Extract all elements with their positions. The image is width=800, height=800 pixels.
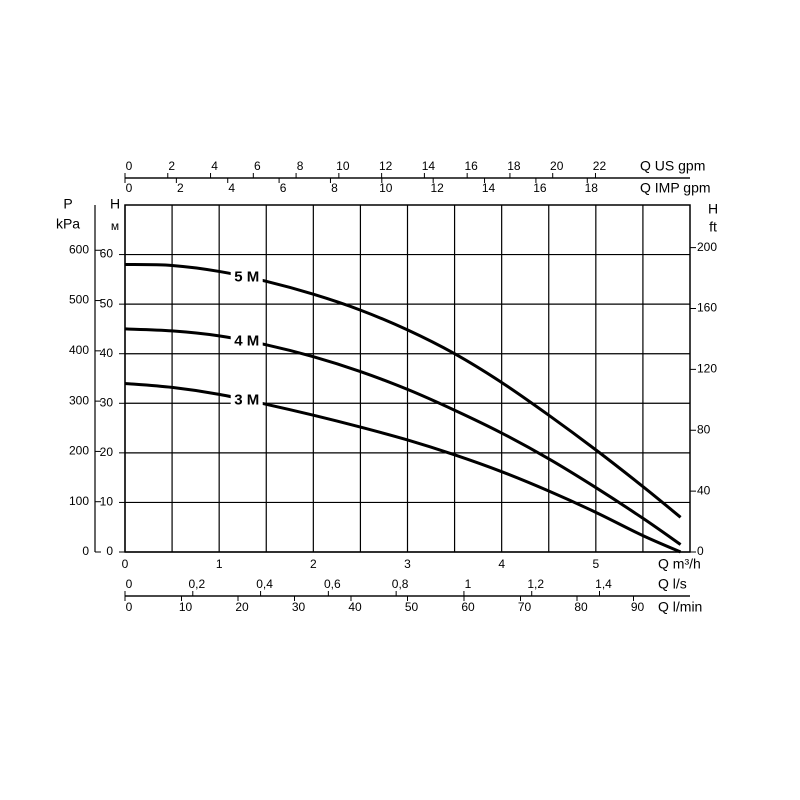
axis-tick-label: 90	[631, 600, 645, 614]
axis-label: Q l/min	[658, 599, 702, 615]
axis-tick-label: 8	[297, 159, 304, 173]
axis-tick-label: 1	[465, 577, 472, 591]
axis-tick-label: 2	[177, 181, 184, 195]
axis-tick-label: 40	[348, 600, 362, 614]
curve-label: 3 M	[234, 391, 259, 408]
y-tick-label: 30	[100, 395, 114, 409]
axis-tick-label: 14	[422, 159, 436, 173]
axis-tick-label: 16	[533, 181, 547, 195]
axis-label: Q IMP gpm	[640, 180, 711, 196]
axis-tick-label: 70	[518, 600, 532, 614]
axis-unit: ft	[709, 219, 717, 235]
axis-tick-label: 22	[593, 159, 607, 173]
x-tick-label: 2	[310, 557, 317, 571]
axis-tick-label: 12	[379, 159, 393, 173]
axis-tick-label: 0	[126, 181, 133, 195]
axis-tick-label: 300	[69, 393, 89, 407]
axis-tick-label: 0,6	[324, 577, 341, 591]
y-axis-unit: м	[111, 219, 119, 233]
axis-tick-label: 0,4	[256, 577, 273, 591]
curve-label-bg	[230, 267, 263, 288]
y-tick-label: 50	[100, 296, 114, 310]
y-tick-label: 40	[100, 346, 114, 360]
curve-label: 4 M	[234, 332, 259, 349]
axis-tick-label: 2	[168, 159, 175, 173]
axis-tick-label: 0	[126, 159, 133, 173]
axis-unit: kPa	[56, 216, 80, 232]
y-tick-label: 20	[100, 445, 114, 459]
axis-tick-label: 6	[254, 159, 261, 173]
axis-tick-label: 600	[69, 242, 89, 256]
axis-tick-label: 1,4	[595, 577, 612, 591]
axis-tick-label: 20	[235, 600, 249, 614]
curve	[124, 262, 682, 519]
axis-tick-label: 0,2	[188, 577, 205, 591]
curve	[124, 327, 682, 546]
axis-tick-label: 18	[507, 159, 521, 173]
x-tick-label: 0	[122, 557, 129, 571]
axis-tick-label: 8	[331, 181, 338, 195]
axis-tick-label: 120	[697, 362, 717, 376]
y-tick-label: 0	[106, 544, 113, 558]
x-axis-label: Q m³/h	[658, 556, 701, 572]
x-tick-label: 4	[498, 557, 505, 571]
x-tick-label: 5	[592, 557, 599, 571]
axis-tick-label: 40	[697, 483, 711, 497]
axis-tick-label: 400	[69, 343, 89, 357]
axis-tick-label: 4	[211, 159, 218, 173]
y-axis-label: H	[110, 196, 120, 212]
y-tick-label: 10	[100, 495, 114, 509]
axis-tick-label: 18	[585, 181, 599, 195]
axis-label: H	[708, 201, 718, 217]
curve-label-bg	[230, 390, 263, 411]
axis-label: Q l/s	[658, 576, 687, 592]
axis-label: P	[63, 196, 72, 212]
y-tick-label: 60	[100, 247, 114, 261]
axis-label: Q US gpm	[640, 158, 705, 174]
axis-tick-label: 80	[697, 422, 711, 436]
axis-tick-label: 60	[461, 600, 475, 614]
axis-tick-label: 12	[431, 181, 445, 195]
axis-tick-label: 0	[126, 577, 133, 591]
axis-tick-label: 20	[550, 159, 564, 173]
axis-tick-label: 16	[464, 159, 478, 173]
axis-tick-label: 10	[379, 181, 393, 195]
axis-tick-label: 14	[482, 181, 496, 195]
axis-tick-label: 80	[574, 600, 588, 614]
axis-tick-label: 0,8	[392, 577, 409, 591]
axis-tick-label: 10	[336, 159, 350, 173]
axis-tick-label: 200	[697, 240, 717, 254]
axis-tick-label: 4	[228, 181, 235, 195]
x-tick-label: 3	[404, 557, 411, 571]
axis-tick-label: 50	[405, 600, 419, 614]
x-tick-label: 1	[216, 557, 223, 571]
axis-tick-label: 100	[69, 494, 89, 508]
axis-tick-label: 10	[179, 600, 193, 614]
curve	[124, 381, 682, 554]
axis-tick-label: 6	[280, 181, 287, 195]
axis-tick-label: 160	[697, 301, 717, 315]
axis-tick-label: 0	[697, 544, 704, 558]
axis-tick-label: 30	[292, 600, 306, 614]
curve-label-bg	[230, 331, 263, 352]
axis-tick-label: 0	[82, 544, 89, 558]
axis-tick-label: 500	[69, 293, 89, 307]
curve-label: 5 M	[234, 268, 259, 285]
axis-tick-label: 0	[126, 600, 133, 614]
axis-tick-label: 1,2	[527, 577, 544, 591]
axis-tick-label: 200	[69, 444, 89, 458]
